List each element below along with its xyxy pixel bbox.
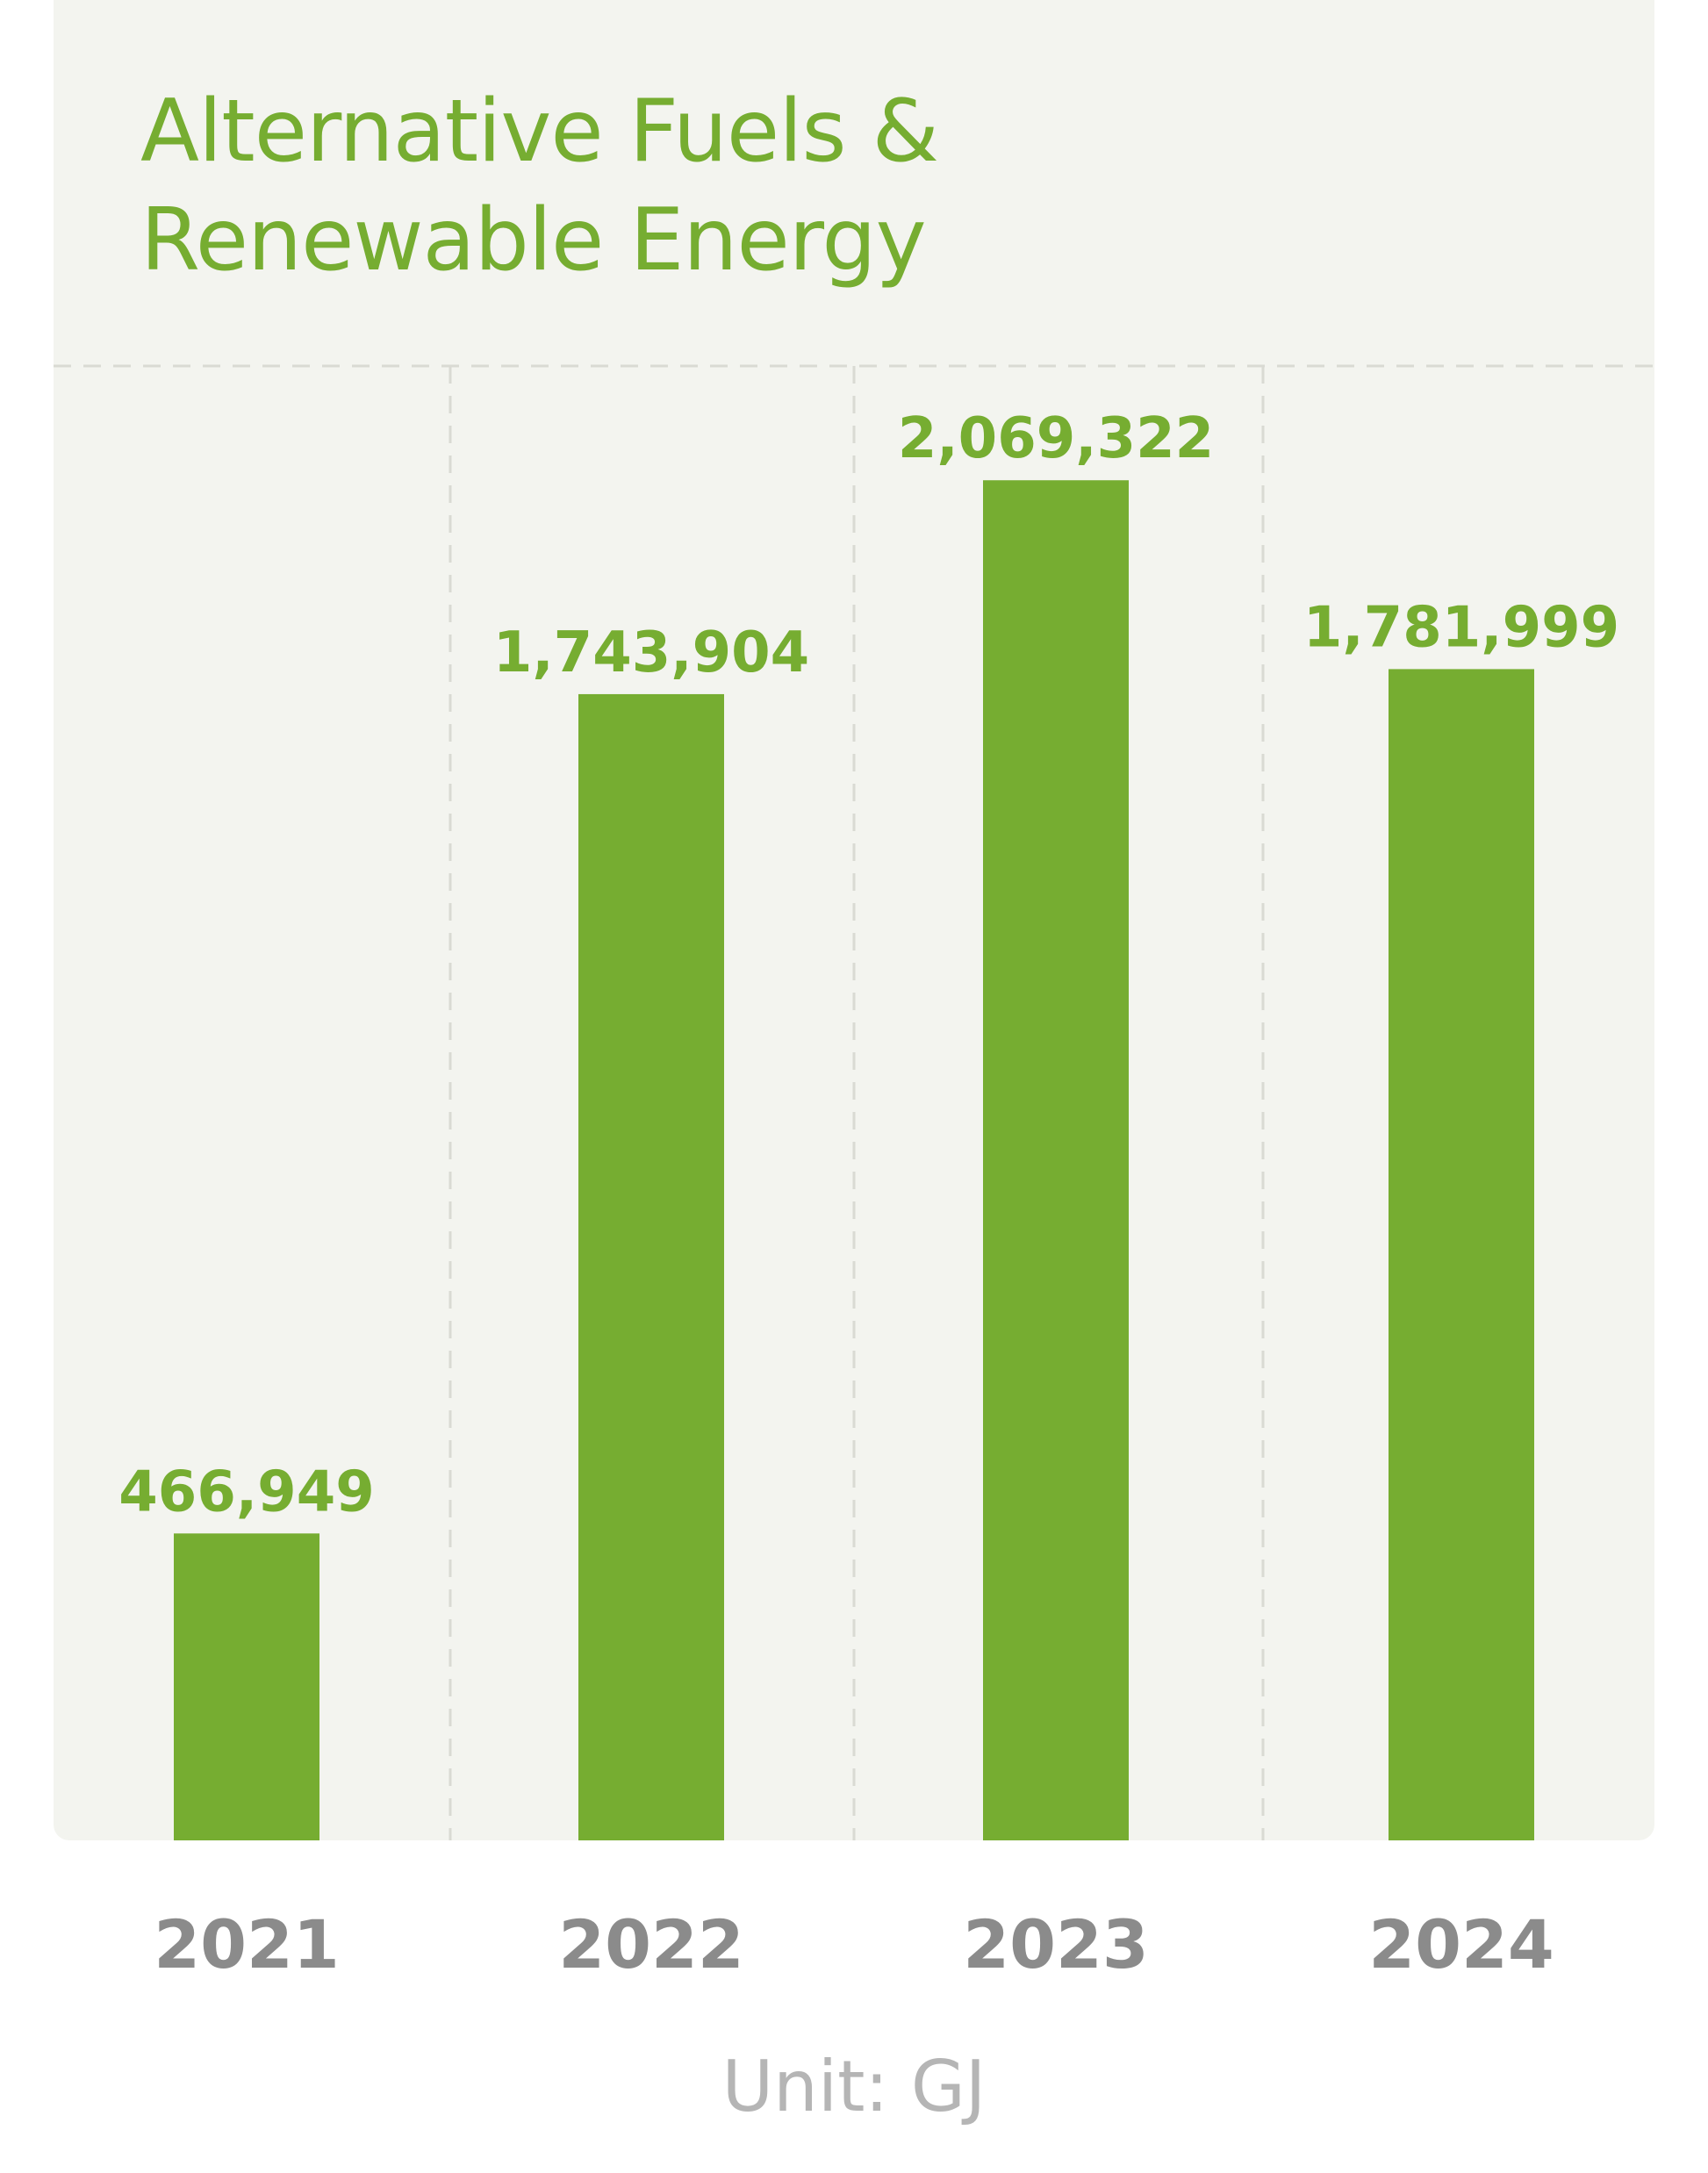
- x-tick-label-2023: 2023: [963, 1905, 1149, 1983]
- chart-title-line-1: Alternative Fuels &: [140, 82, 939, 182]
- bar-2021: [174, 1533, 319, 1840]
- value-label-2024: 1,781,999: [1303, 595, 1619, 660]
- value-label-2023: 2,069,322: [898, 406, 1214, 471]
- chart-title: Alternative Fuels & Renewable Energy: [140, 77, 1106, 295]
- value-label-2021: 466,949: [118, 1459, 375, 1524]
- x-tick-label-2022: 2022: [558, 1905, 744, 1983]
- label-layer: 466,949 2021 1,743,904 2022 2,069,322 2023 1,7…: [118, 406, 1619, 1983]
- bar-2023: [983, 480, 1129, 1841]
- bar-layer: [174, 480, 1534, 1841]
- unit-label: Unit: GJ: [722, 2046, 987, 2127]
- value-label-2022: 1,743,904: [493, 620, 809, 685]
- x-tick-label-2024: 2024: [1368, 1905, 1554, 1983]
- grid-layer: [54, 364, 1654, 1840]
- bar-2024: [1389, 669, 1534, 1840]
- x-tick-label-2021: 2021: [154, 1905, 340, 1983]
- bar-2022: [578, 693, 724, 1841]
- chart-title-line-2: Renewable Energy: [140, 190, 927, 290]
